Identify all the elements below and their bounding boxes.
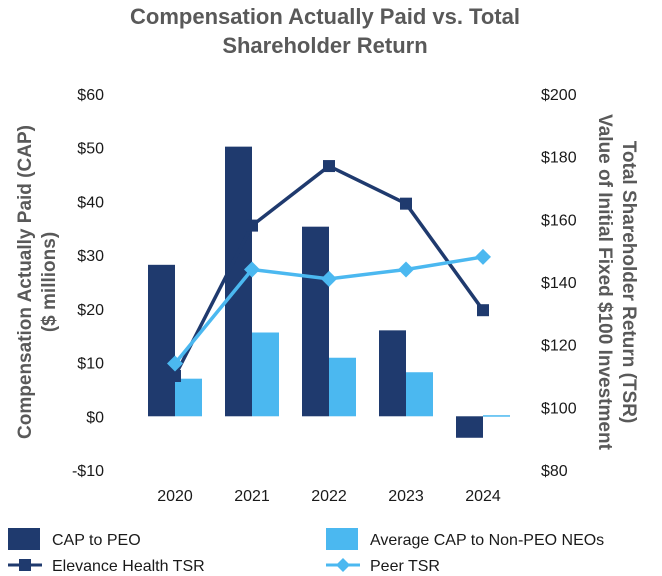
right-axis-title-line-1: Total Shareholder Return (TSR)	[618, 141, 639, 424]
bar-avg-cap-non-peo	[406, 372, 433, 417]
legend-label-cap-to-peo: CAP to PEO	[52, 532, 141, 549]
bar-avg-cap-non-peo	[329, 357, 356, 417]
bar-avg-cap-non-peo	[175, 378, 202, 417]
marker-peer-tsr	[244, 261, 260, 278]
bar-cap-to-peo	[225, 146, 252, 417]
bar-cap-to-peo	[302, 226, 329, 417]
bar-avg-cap-non-peo	[483, 415, 510, 417]
legend-swatch-avg-cap-non-peo	[326, 528, 358, 550]
bar-cap-to-peo	[379, 330, 406, 417]
marker-elevance-tsr	[323, 160, 335, 173]
marker-peer-tsr	[167, 355, 183, 372]
bars	[148, 146, 510, 438]
right-tick-label: $200	[541, 87, 577, 104]
x-tick-label: 2021	[234, 488, 270, 505]
legend-marker-elevance-tsr	[19, 559, 31, 571]
left-tick-label: $10	[77, 356, 104, 373]
x-tick-label: 2023	[388, 488, 424, 505]
x-axis-ticks: 2020 2021 2022 2023 2024	[157, 488, 501, 505]
bar-avg-cap-non-peo	[252, 332, 279, 417]
legend-label-elevance-tsr: Elevance Health TSR	[52, 558, 205, 575]
right-axis-ticks: $200 $180 $160 $140 $120 $100 $80	[541, 87, 577, 480]
chart-title-line-2: Shareholder Return	[222, 33, 427, 58]
legend-label-peer-tsr: Peer TSR	[370, 558, 440, 575]
left-tick-label: $50	[77, 141, 104, 158]
legend-label-avg-cap-non-peo: Average CAP to Non-PEO NEOs	[370, 532, 604, 549]
bar-cap-to-peo	[148, 264, 175, 417]
left-tick-label: $20	[77, 302, 104, 319]
marker-elevance-tsr	[246, 219, 258, 232]
left-axis-title-line-2: ($ millions)	[39, 232, 60, 332]
marker-elevance-tsr	[400, 197, 412, 210]
marker-peer-tsr	[398, 261, 414, 278]
right-tick-label: $180	[541, 150, 577, 167]
x-tick-label: 2022	[311, 488, 347, 505]
lines	[167, 160, 491, 382]
left-tick-label: $60	[77, 87, 104, 104]
right-tick-label: $160	[541, 212, 577, 229]
right-tick-label: $140	[541, 275, 577, 292]
left-tick-label: $0	[86, 409, 104, 426]
right-tick-label: $120	[541, 338, 577, 355]
legend: CAP to PEO Average CAP to Non-PEO NEOs E…	[8, 528, 604, 575]
legend-swatch-cap-to-peo	[8, 528, 40, 550]
right-tick-label: $80	[541, 463, 568, 480]
right-tick-label: $100	[541, 400, 577, 417]
marker-elevance-tsr	[477, 304, 489, 317]
left-tick-label: $30	[77, 248, 104, 265]
right-axis-title-line-2: Value of Initial Fixed $100 Investment	[594, 114, 615, 450]
left-axis-title: Compensation Actually Paid (CAP) ($ mill…	[15, 125, 60, 439]
left-tick-label: -$10	[72, 463, 104, 480]
chart-title-line-1: Compensation Actually Paid vs. Total	[130, 4, 520, 29]
x-tick-label: 2024	[465, 488, 501, 505]
left-tick-label: $40	[77, 194, 104, 211]
right-axis-title: Total Shareholder Return (TSR) Value of …	[594, 114, 639, 450]
marker-peer-tsr	[475, 248, 491, 265]
bar-cap-to-peo	[456, 416, 483, 438]
x-tick-label: 2020	[157, 488, 193, 505]
marker-elevance-tsr	[169, 370, 181, 382]
left-axis-ticks: $60 $50 $40 $30 $20 $10 $0 -$10	[72, 87, 104, 480]
legend-marker-peer-tsr	[336, 558, 350, 572]
marker-peer-tsr	[321, 270, 337, 287]
left-axis-title-line-1: Compensation Actually Paid (CAP)	[15, 125, 36, 439]
